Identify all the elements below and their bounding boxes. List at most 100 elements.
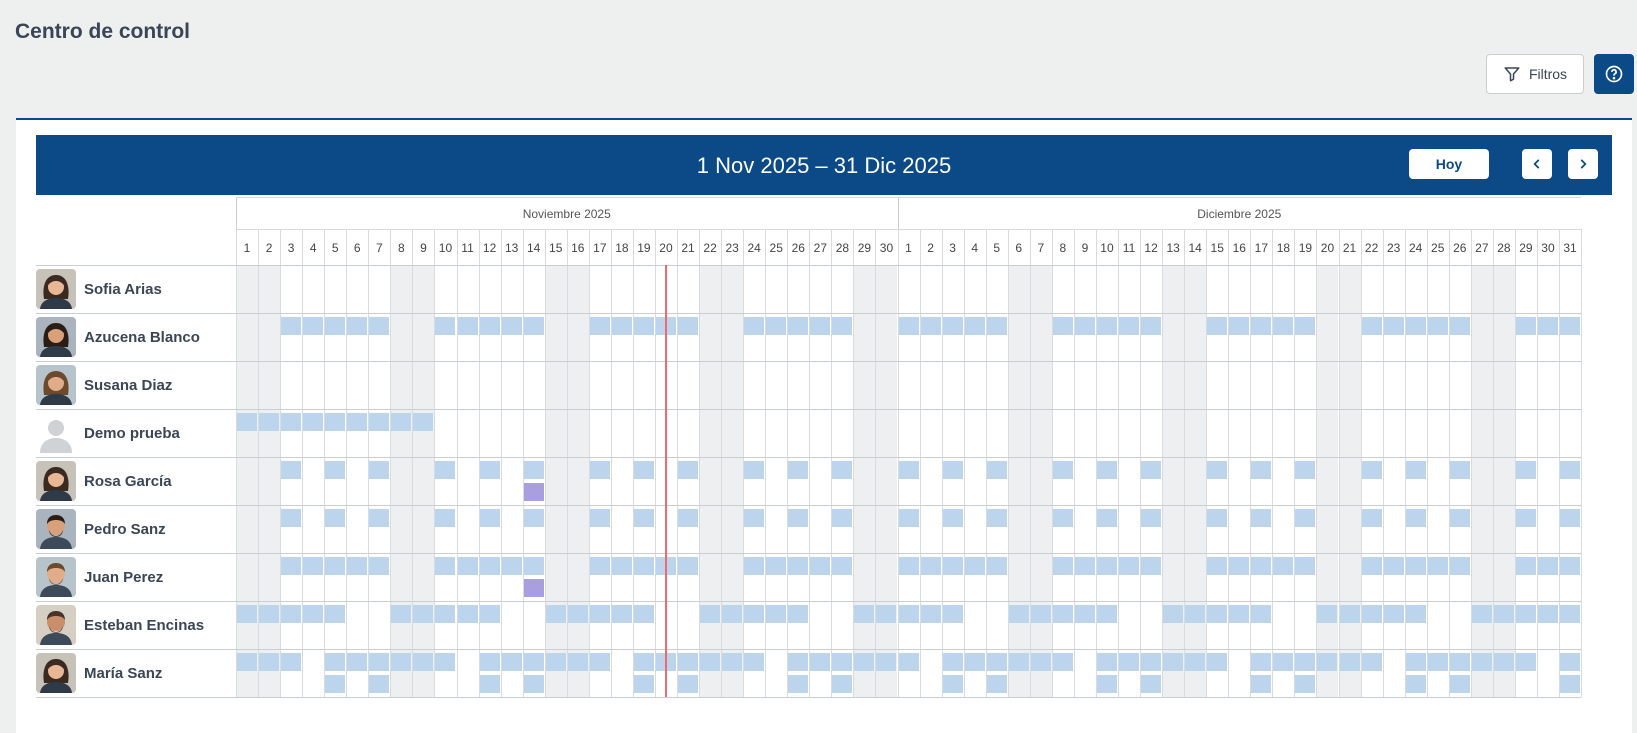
shift-block[interactable]	[1141, 557, 1162, 575]
next-button[interactable]	[1568, 149, 1598, 179]
shift-block[interactable]	[898, 605, 919, 623]
shift-block[interactable]	[1008, 653, 1029, 671]
shift-block[interactable]	[986, 461, 1007, 479]
employee-row[interactable]: Azucena Blanco	[36, 313, 236, 361]
shift-block[interactable]	[1515, 605, 1536, 623]
shift-block[interactable]	[1141, 317, 1162, 335]
shift-block[interactable]	[1449, 509, 1470, 527]
shift-block[interactable]	[1207, 509, 1228, 527]
shift-block[interactable]	[898, 557, 919, 575]
shift-block[interactable]	[1141, 461, 1162, 479]
shift-block[interactable]	[325, 653, 346, 671]
shift-block[interactable]	[1339, 605, 1360, 623]
shift-block[interactable]	[369, 461, 390, 479]
shift-block[interactable]	[1207, 461, 1228, 479]
shift-block[interactable]	[810, 557, 831, 575]
shift-block[interactable]	[788, 509, 809, 527]
shift-block[interactable]	[303, 413, 324, 431]
shift-block[interactable]	[611, 557, 632, 575]
shift-block[interactable]	[678, 317, 699, 335]
shift-block[interactable]	[678, 461, 699, 479]
shift-block[interactable]	[788, 675, 809, 693]
shift-block[interactable]	[986, 653, 1007, 671]
shift-block[interactable]	[744, 605, 765, 623]
shift-block[interactable]	[1493, 605, 1514, 623]
shift-block[interactable]	[876, 605, 897, 623]
shift-block[interactable]	[898, 653, 919, 671]
shift-block[interactable]	[942, 675, 963, 693]
shift-block[interactable]	[788, 557, 809, 575]
shift-block[interactable]	[1471, 653, 1492, 671]
shift-block[interactable]	[1361, 653, 1382, 671]
shift-block[interactable]	[1449, 317, 1470, 335]
shift-block[interactable]	[1560, 509, 1581, 527]
shift-block[interactable]	[1096, 317, 1117, 335]
shift-block[interactable]	[1361, 557, 1382, 575]
shift-block[interactable]	[633, 461, 654, 479]
shift-block[interactable]	[611, 317, 632, 335]
shift-block[interactable]	[1449, 461, 1470, 479]
shift-block[interactable]	[479, 461, 500, 479]
shift-block-alt[interactable]	[523, 483, 544, 501]
shift-block[interactable]	[1207, 557, 1228, 575]
shift-block[interactable]	[1471, 605, 1492, 623]
shift-block[interactable]	[1096, 509, 1117, 527]
shift-block[interactable]	[942, 653, 963, 671]
shift-block[interactable]	[281, 509, 302, 527]
shift-block[interactable]	[1383, 557, 1404, 575]
shift-block[interactable]	[391, 653, 412, 671]
shift-block[interactable]	[1339, 653, 1360, 671]
shift-block[interactable]	[1052, 461, 1073, 479]
employee-row[interactable]: Demo prueba	[36, 409, 236, 457]
shift-block[interactable]	[876, 653, 897, 671]
shift-block[interactable]	[633, 675, 654, 693]
shift-block[interactable]	[1052, 557, 1073, 575]
shift-block[interactable]	[678, 653, 699, 671]
shift-block[interactable]	[589, 605, 610, 623]
shift-block[interactable]	[1560, 605, 1581, 623]
shift-block[interactable]	[766, 317, 787, 335]
shift-block[interactable]	[986, 317, 1007, 335]
shift-block[interactable]	[523, 509, 544, 527]
shift-block[interactable]	[369, 675, 390, 693]
shift-block[interactable]	[1361, 605, 1382, 623]
shift-block[interactable]	[1405, 461, 1426, 479]
shift-block[interactable]	[1229, 317, 1250, 335]
shift-block[interactable]	[347, 557, 368, 575]
shift-block[interactable]	[898, 461, 919, 479]
shift-block[interactable]	[942, 509, 963, 527]
shift-block[interactable]	[986, 557, 1007, 575]
shift-block[interactable]	[325, 317, 346, 335]
shift-block[interactable]	[788, 653, 809, 671]
shift-block[interactable]	[501, 653, 522, 671]
shift-block[interactable]	[1251, 653, 1272, 671]
shift-block[interactable]	[744, 509, 765, 527]
shift-block[interactable]	[1295, 653, 1316, 671]
shift-block[interactable]	[1251, 605, 1272, 623]
shift-block[interactable]	[832, 557, 853, 575]
employee-row[interactable]: Pedro Sanz	[36, 505, 236, 553]
shift-block[interactable]	[832, 317, 853, 335]
shift-block[interactable]	[1052, 509, 1073, 527]
shift-block[interactable]	[964, 653, 985, 671]
shift-block[interactable]	[1251, 675, 1272, 693]
shift-block[interactable]	[1383, 605, 1404, 623]
shift-block[interactable]	[281, 317, 302, 335]
shift-block[interactable]	[413, 413, 434, 431]
shift-block[interactable]	[1515, 557, 1536, 575]
shift-block[interactable]	[744, 461, 765, 479]
shift-block[interactable]	[810, 317, 831, 335]
shift-block[interactable]	[788, 461, 809, 479]
shift-block[interactable]	[1141, 675, 1162, 693]
shift-block[interactable]	[1560, 653, 1581, 671]
shift-block[interactable]	[567, 653, 588, 671]
shift-block[interactable]	[281, 413, 302, 431]
shift-block[interactable]	[545, 605, 566, 623]
shift-block[interactable]	[347, 317, 368, 335]
shift-block[interactable]	[281, 653, 302, 671]
shift-block[interactable]	[1096, 557, 1117, 575]
shift-block[interactable]	[898, 509, 919, 527]
shift-block[interactable]	[1074, 605, 1095, 623]
shift-block[interactable]	[523, 653, 544, 671]
shift-block[interactable]	[1074, 317, 1095, 335]
